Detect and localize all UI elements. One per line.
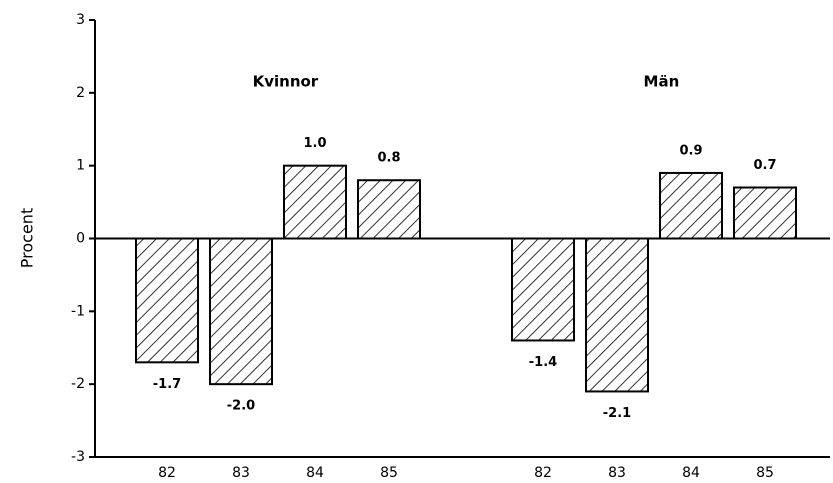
x-tick-label: 84 <box>682 465 700 481</box>
data-label: 0.9 <box>679 143 702 158</box>
data-label: 0.8 <box>377 151 400 166</box>
x-tick-label: 85 <box>756 465 774 481</box>
group-label: Män <box>644 73 680 91</box>
data-label: 0.7 <box>753 158 776 173</box>
y-tick-label: -1 <box>71 303 85 319</box>
data-label: -2.1 <box>603 406 631 421</box>
bar <box>357 179 421 240</box>
y-tick-label: 3 <box>76 12 85 28</box>
x-tick-label: 82 <box>534 465 552 481</box>
y-tick-label: -2 <box>71 376 85 392</box>
bar <box>209 237 273 386</box>
bar <box>511 237 575 342</box>
y-axis-label: Procent <box>18 208 37 268</box>
data-label: -2.0 <box>227 399 255 414</box>
bar <box>283 164 347 240</box>
x-tick-label: 85 <box>380 465 398 481</box>
bar <box>733 186 797 240</box>
bar <box>135 237 199 364</box>
bar <box>585 237 649 393</box>
data-label: -1.4 <box>529 355 557 370</box>
x-tick-label: 83 <box>608 465 626 481</box>
y-tick-label: -3 <box>71 449 85 465</box>
x-tick-label: 82 <box>158 465 176 481</box>
data-label: 1.0 <box>303 136 326 151</box>
x-tick-label: 83 <box>232 465 250 481</box>
bar <box>659 171 723 240</box>
y-tick-label: 1 <box>76 158 85 174</box>
group-label: Kvinnor <box>253 73 319 91</box>
y-tick-label: 0 <box>76 231 85 247</box>
data-label: -1.7 <box>153 377 181 392</box>
x-tick-label: 84 <box>306 465 324 481</box>
y-tick-label: 2 <box>76 85 85 101</box>
